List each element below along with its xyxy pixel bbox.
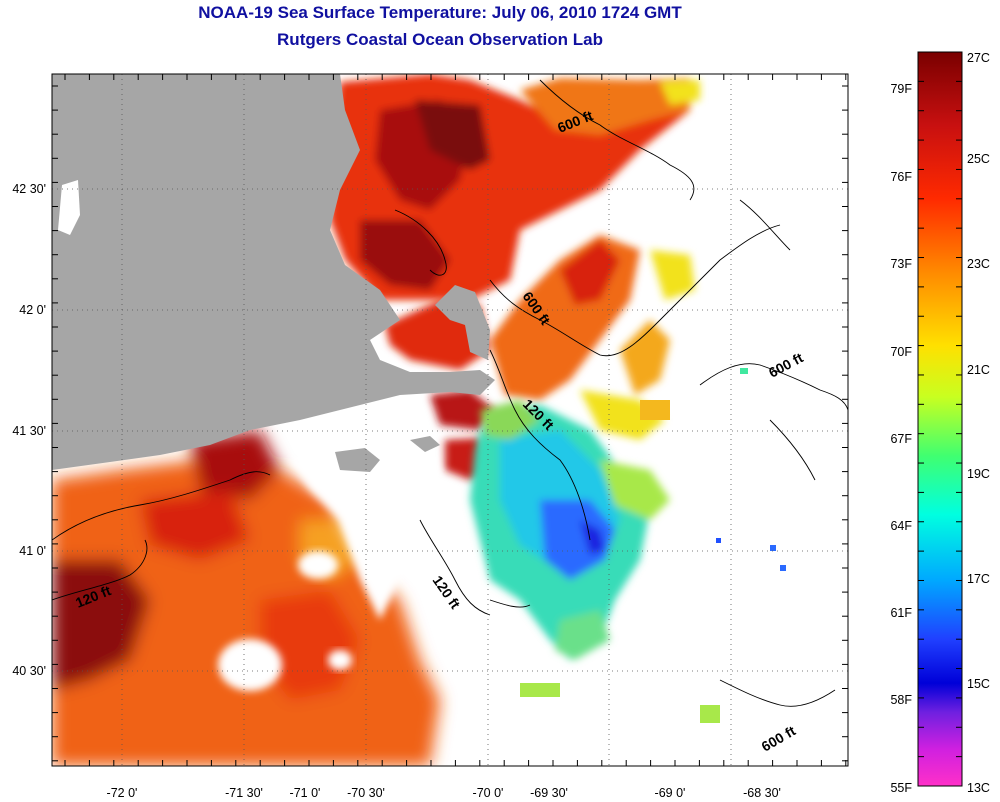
lon-label: -70 30' <box>347 786 385 800</box>
lat-label: 42 0' <box>19 303 46 317</box>
map-title: NOAA-19 Sea Surface Temperature: July 06… <box>198 3 682 22</box>
colorbar-c-label: 17C <box>967 572 990 586</box>
lon-label: -70 0' <box>473 786 504 800</box>
latitude-labels: 42 30' 42 0' 41 30' 41 0' 40 30' <box>12 182 46 678</box>
bathymetry-contours <box>52 79 848 707</box>
colorbar-f-label: 73F <box>890 257 912 271</box>
graticule-grid <box>52 74 848 766</box>
sst-gulf-of-maine <box>330 74 700 300</box>
temperature-colorbar: 79F 76F 73F 70F 67F 64F 61F 58F 55F 27C … <box>890 51 989 795</box>
sst-field: 600 ft 600 ft 600 ft 600 ft 120 ft 120 f… <box>52 74 848 766</box>
colorbar-gradient <box>917 51 963 787</box>
lon-label: -68 30' <box>743 786 781 800</box>
lon-label: -69 30' <box>530 786 568 800</box>
longitude-labels: -72 0' -71 30' -71 0' -70 30' -70 0' -69… <box>107 786 781 800</box>
map-subtitle: Rutgers Coastal Ocean Observation Lab <box>277 30 603 49</box>
sst-offshore-arm <box>490 235 695 440</box>
colorbar-c-label: 23C <box>967 257 990 271</box>
colorbar-f-label: 79F <box>890 82 912 96</box>
sst-scattered-patches <box>520 368 786 723</box>
sst-cold-pool <box>470 400 670 660</box>
colorbar-c-label: 19C <box>967 467 990 481</box>
sst-nodata-gaps <box>218 430 440 691</box>
lat-label: 41 30' <box>12 424 46 438</box>
colorbar-f-label: 76F <box>890 170 912 184</box>
colorbar-ticks <box>918 51 962 758</box>
lat-label: 42 30' <box>12 182 46 196</box>
colorbar-c-label: 13C <box>967 781 990 795</box>
colorbar-f-label: 67F <box>890 432 912 446</box>
map-frame <box>51 73 849 767</box>
colorbar-c-label: 25C <box>967 152 990 166</box>
colorbar-f-label: 64F <box>890 519 912 533</box>
lon-label: -71 0' <box>290 786 321 800</box>
colorbar-f-label: 55F <box>890 781 912 795</box>
lat-label: 40 30' <box>12 664 46 678</box>
colorbar-c-label: 27C <box>967 51 990 65</box>
colorbar-f-label: 61F <box>890 606 912 620</box>
colorbar-f-label: 58F <box>890 693 912 707</box>
lon-label: -72 0' <box>107 786 138 800</box>
lon-label: -71 30' <box>225 786 263 800</box>
colorbar-c-label: 21C <box>967 363 990 377</box>
lon-label: -69 0' <box>655 786 686 800</box>
colorbar-c-label: 15C <box>967 677 990 691</box>
lat-label: 41 0' <box>19 544 46 558</box>
land-mass <box>52 74 495 472</box>
colorbar-f-label: 70F <box>890 345 912 359</box>
axis-ticks <box>52 74 848 766</box>
